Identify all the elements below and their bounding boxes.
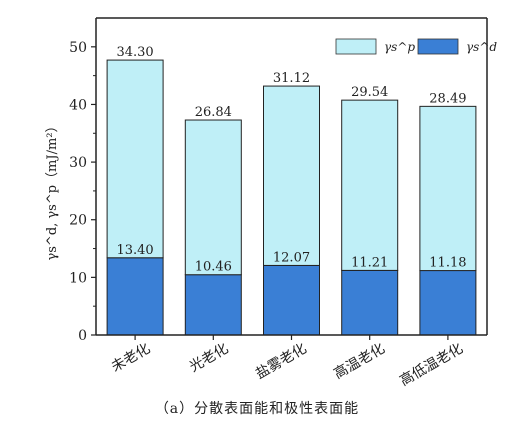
legend-swatch-dispersive — [417, 38, 459, 55]
legend-swatch-polar — [335, 38, 377, 55]
y-tick-label: 30 — [69, 155, 87, 171]
value-label-polar: 26.84 — [195, 105, 232, 120]
legend: γs^p γs^d — [335, 38, 497, 55]
bar-polar — [263, 85, 320, 266]
y-axis-ticks: 0 10 20 30 40 50 — [69, 40, 96, 344]
y-tick-label: 20 — [69, 213, 87, 229]
value-label-polar: 28.49 — [429, 91, 466, 106]
bar-dispersive — [263, 264, 320, 336]
value-label-dispersive: 12.07 — [273, 250, 310, 265]
value-label-polar: 29.54 — [351, 85, 388, 100]
x-tick-label: 盐雾老化 — [253, 341, 309, 383]
value-label-polar: 34.30 — [116, 45, 153, 60]
bar-dispersive — [341, 269, 399, 336]
y-tick-label: 50 — [69, 40, 87, 56]
value-label-polar: 31.12 — [273, 71, 310, 86]
value-label-dispersive: 11.18 — [429, 256, 466, 271]
value-label-dispersive: 13.40 — [116, 243, 153, 258]
x-tick-label: 未老化 — [109, 341, 153, 376]
series-polar-bars — [106, 59, 477, 276]
value-label-dispersive: 10.46 — [195, 260, 232, 275]
x-tick-label: 高低温老化 — [397, 340, 466, 390]
bar-polar — [341, 99, 399, 271]
bar-polar — [184, 119, 242, 276]
y-axis-label: γs^d, γs^p（mJ/m²） — [45, 119, 60, 260]
bar-dispersive — [184, 274, 242, 336]
x-axis-tick-labels: 未老化 光老化 盐雾老化 高温老化 高低温老化 — [109, 335, 466, 389]
bar-dispersive — [106, 257, 164, 336]
bar-polar — [419, 105, 477, 272]
bar-value-labels: 13.40 34.30 10.46 26.84 12.07 31.12 11.21 29.54… — [116, 45, 466, 275]
legend-label-dispersive: γs^d — [466, 40, 497, 54]
figure-caption: （a）分散表面能和极性表面能 — [154, 401, 360, 417]
x-tick-label: 高温老化 — [331, 340, 388, 383]
bar-dispersive — [419, 270, 477, 336]
legend-label-polar: γs^p — [384, 40, 415, 54]
bar-polar — [106, 59, 164, 259]
y-tick-label: 10 — [69, 270, 87, 286]
y-tick-label: 40 — [69, 97, 87, 113]
value-label-dispersive: 11.21 — [351, 255, 388, 270]
x-tick-label: 光老化 — [187, 341, 231, 376]
y-tick-label: 0 — [78, 328, 87, 344]
